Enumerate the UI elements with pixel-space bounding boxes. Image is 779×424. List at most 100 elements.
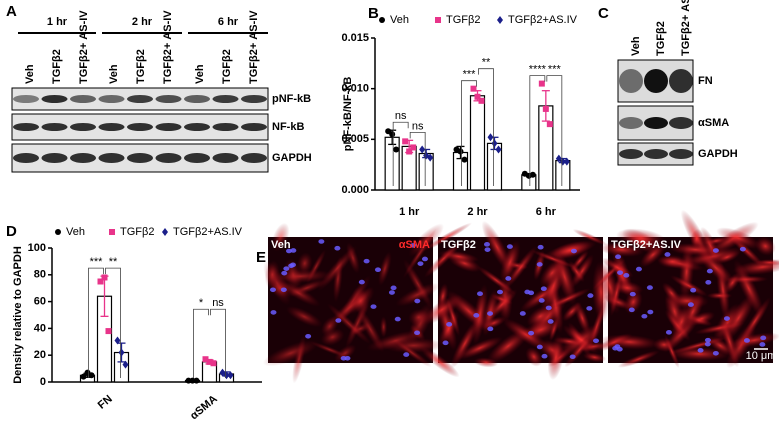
stress-fiber [424,239,463,278]
blot-band [619,117,643,129]
nucleus [335,318,342,323]
nucleus [473,313,480,318]
nucleus [476,291,483,297]
blot-band [184,153,210,163]
data-point [419,145,426,154]
data-point [114,336,121,345]
data-point [223,371,230,380]
blot-band [70,123,96,131]
x-tick-label: FN [96,393,115,412]
row-label: FN [698,75,713,87]
nucleus [569,354,576,360]
sig-bracket [478,68,494,186]
nucleus [390,285,397,291]
stress-fiber [366,330,425,352]
blot-band [13,123,39,131]
data-point [410,144,417,151]
nucleus [537,244,544,250]
nucleus [281,270,288,276]
stress-fiber [617,350,660,368]
stress-fiber [539,258,565,288]
sig-label: ** [482,57,491,69]
data-point [122,360,129,369]
nucleus [394,316,401,322]
blot-band [644,117,668,129]
blot-band [98,123,125,131]
nucleus [414,298,421,304]
nucleus [697,348,704,353]
blot-band [155,95,182,103]
sig-label: *** [463,69,477,81]
panel-letter: D [6,223,17,240]
data-point [101,274,108,281]
blot-band [241,153,267,163]
stress-fiber [671,303,692,340]
nucleus [616,346,623,352]
stress-fiber [572,229,608,246]
data-point [206,358,213,365]
stress-fiber [320,328,345,346]
sig-bracket [88,267,104,378]
stain-label: αSMA [399,239,430,251]
y-tick-label: 40 [34,322,46,334]
lane-label: TGFβ2 [221,49,233,84]
y-tick-label: 0 [40,376,46,388]
stress-fiber [728,332,779,348]
nucleus [712,248,719,253]
group-label: 6 hr [218,16,239,28]
image-label: TGFβ2 [441,239,476,251]
data-point [80,373,87,380]
lane-label: TGFβ2 [655,21,667,56]
sig-bracket [409,131,426,186]
data-point [202,356,209,363]
nucleus [519,311,526,316]
stress-fiber [699,226,721,265]
stress-fiber [502,318,550,352]
stress-fiber [653,337,676,352]
nucleus [586,306,593,311]
blot-band [155,153,182,163]
nucleus [665,330,672,335]
nucleus [712,350,719,356]
stress-fiber [601,257,634,278]
bar [384,136,400,191]
legend-marker [55,229,61,235]
stress-fiber [310,341,350,358]
stress-fiber [503,245,537,290]
stress-fiber [296,252,313,275]
blot-band [98,95,125,103]
sig-bracket [193,308,209,378]
lane-label: TGFβ2+ AS-IV [162,10,174,84]
nucleus [403,352,410,357]
sig-label: * [199,297,204,309]
data-point [457,148,464,155]
bar [469,95,486,191]
stress-fiber [616,228,667,248]
legend-label: TGFβ2 [446,14,480,26]
nucleus [374,267,381,273]
stress-fiber [408,223,444,257]
blot-band [127,123,153,131]
data-point [529,171,536,178]
nucleus [410,243,417,248]
blot-band [619,69,643,93]
nucleus [587,293,594,298]
stress-fiber [755,236,776,256]
sig-bracket [105,267,121,378]
stress-fiber [456,336,503,360]
lane-label: Veh [24,64,36,84]
blot-band [669,149,693,159]
data-point [470,85,477,92]
nucleus [536,262,543,267]
data-point [474,93,481,100]
stress-fiber [574,301,591,335]
legend-marker [435,17,441,23]
nucleus [269,287,276,293]
y-tick-label: 80 [34,269,46,281]
error-bar [541,90,550,122]
y-tick-label: 0.015 [341,32,369,44]
nucleus [442,340,449,346]
nucleus [305,334,312,339]
stress-fiber [595,333,633,352]
data-point [546,121,553,128]
